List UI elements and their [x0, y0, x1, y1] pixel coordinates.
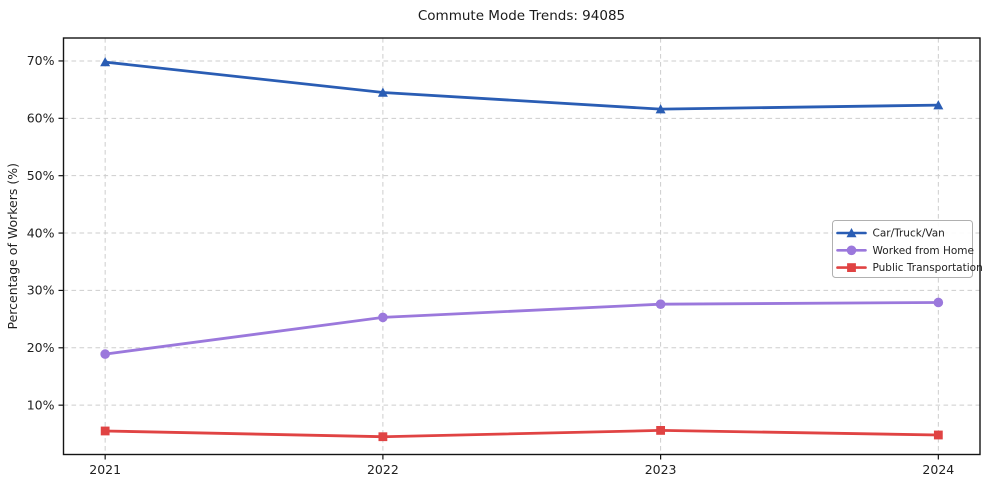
chart-title: Commute Mode Trends: 94085 — [417, 8, 626, 24]
car-truck-van-marker — [377, 87, 388, 97]
series-line-worked-from-home — [103, 301, 940, 356]
car-truck-van-marker — [933, 100, 944, 110]
y-tick-label: 70% — [27, 53, 55, 68]
worked-from-home-marker — [655, 299, 666, 309]
y-tick-label: 30% — [27, 283, 55, 298]
y-tick-label: 20% — [27, 340, 55, 355]
legend-item: Public Transportation — [836, 262, 983, 274]
y-axis-title: Percentage of Workers (%) — [5, 163, 20, 329]
series-line-car-truck-van — [103, 60, 940, 111]
x-tick-label: 2021 — [89, 462, 121, 477]
worked-from-home-marker — [378, 312, 388, 323]
legend-item: Car/Truck/Van — [836, 228, 945, 240]
x-tick-label: 2023 — [645, 462, 677, 477]
worked-from-home-marker — [933, 297, 944, 308]
series-line-public-transportation — [103, 429, 940, 439]
legend-label: Public Transportation — [873, 262, 983, 274]
legend: Car/Truck/Van Worked from Home Public Tran… — [832, 220, 983, 278]
legend-circle-marker — [846, 245, 857, 256]
public-transportation-marker — [100, 426, 110, 436]
legend-box — [832, 220, 973, 278]
public-transportation-marker — [933, 430, 943, 440]
x-tick-label: 2022 — [367, 462, 399, 477]
y-tick-label: 10% — [27, 397, 55, 412]
y-tick-label: 40% — [27, 225, 55, 240]
legend-item: Worked from Home — [836, 245, 974, 257]
car-truck-van-marker — [655, 104, 666, 114]
car-truck-van-marker — [100, 57, 111, 67]
plot-border — [62, 37, 981, 456]
worked-from-home-marker — [100, 349, 110, 359]
legend-square-marker — [847, 263, 856, 272]
public-transportation-marker — [378, 432, 388, 442]
legend-triangle-marker — [846, 228, 857, 238]
legend-label: Worked from Home — [873, 245, 974, 257]
y-tick-label: 60% — [27, 111, 55, 126]
public-transportation-marker — [656, 426, 666, 435]
legend-label: Car/Truck/Van — [873, 228, 945, 240]
y-tick-label: 50% — [27, 168, 55, 183]
x-tick-label: 2024 — [922, 462, 954, 477]
